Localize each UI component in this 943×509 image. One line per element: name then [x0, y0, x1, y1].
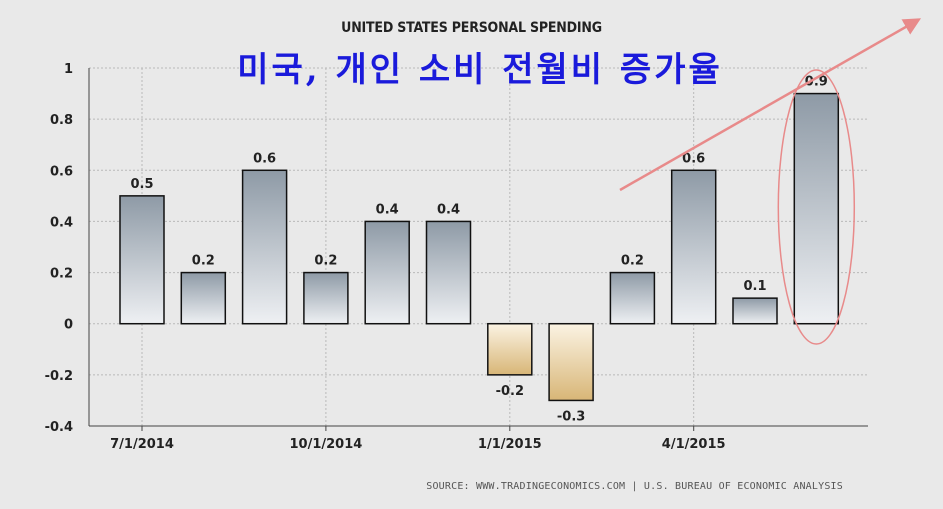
annotations [619, 18, 922, 345]
bar-2014-12 [425, 220, 472, 325]
source-note: SOURCE: WWW.TRADINGECONOMICS.COM | U.S. … [426, 481, 843, 492]
axes: 1 0.8 0.6 0.4 0.2 0 -0.2 -0.4 7/1/2014 10/1/2014 1… [45, 62, 868, 452]
highlight-ellipse [777, 69, 856, 345]
chart-subtitle: 미국, 개인 소비 전월비 증가율 [237, 50, 723, 90]
data-label-2015-04: 0.6 [682, 151, 705, 166]
data-label-2014-10: 0.2 [314, 254, 337, 269]
bars [119, 92, 840, 402]
data-label-2015-02: -0.3 [557, 409, 585, 424]
bar-2015-05 [732, 297, 778, 325]
bar-2015-03 [609, 271, 656, 325]
y-tick-label: 0.6 [50, 164, 73, 179]
x-tick-label: 1/1/2015 [478, 437, 542, 452]
x-tick-label: 7/1/2014 [110, 437, 174, 452]
y-tick-label: -0.4 [45, 420, 73, 435]
bar-2015-04 [670, 169, 717, 325]
y-tick-label: 1 [64, 62, 73, 77]
bar-2014-09 [241, 169, 288, 325]
y-tick-label: -0.2 [45, 369, 73, 384]
data-label-2014-07: 0.5 [130, 177, 153, 192]
data-labels: 0.5 0.2 0.6 0.2 0.4 0.4 -0.2 -0.3 0.2 0.6 0.1 0.9 [130, 75, 827, 425]
data-label-2015-03: 0.2 [621, 254, 644, 269]
data-label-2014-09: 0.6 [253, 151, 276, 166]
trend-arrow [619, 18, 922, 192]
bar-2014-08 [180, 271, 227, 325]
y-tick-label: 0 [64, 318, 73, 333]
data-label-2015-01: -0.2 [496, 384, 524, 399]
bar-2015-01 [487, 322, 533, 376]
y-tick-label: 0.2 [50, 267, 73, 282]
data-label-2014-12: 0.4 [437, 202, 460, 217]
y-tick-label: 0.4 [50, 215, 73, 230]
bar-2014-07 [119, 195, 165, 325]
bar-2015-02 [548, 322, 594, 402]
chart-title: UNITED STATES PERSONAL SPENDING [341, 20, 602, 36]
bar-2015-06 [793, 92, 840, 325]
y-tick-label: 0.8 [50, 113, 73, 128]
bar-2014-11 [364, 220, 410, 325]
x-tick-label: 4/1/2015 [662, 437, 726, 452]
bar-2014-10 [303, 271, 349, 325]
data-label-2014-08: 0.2 [192, 254, 215, 269]
x-tick-label: 10/1/2014 [289, 437, 362, 452]
data-label-2015-06: 0.9 [805, 75, 828, 90]
data-label-2014-11: 0.4 [376, 202, 399, 217]
data-label-2015-05: 0.1 [743, 279, 766, 294]
